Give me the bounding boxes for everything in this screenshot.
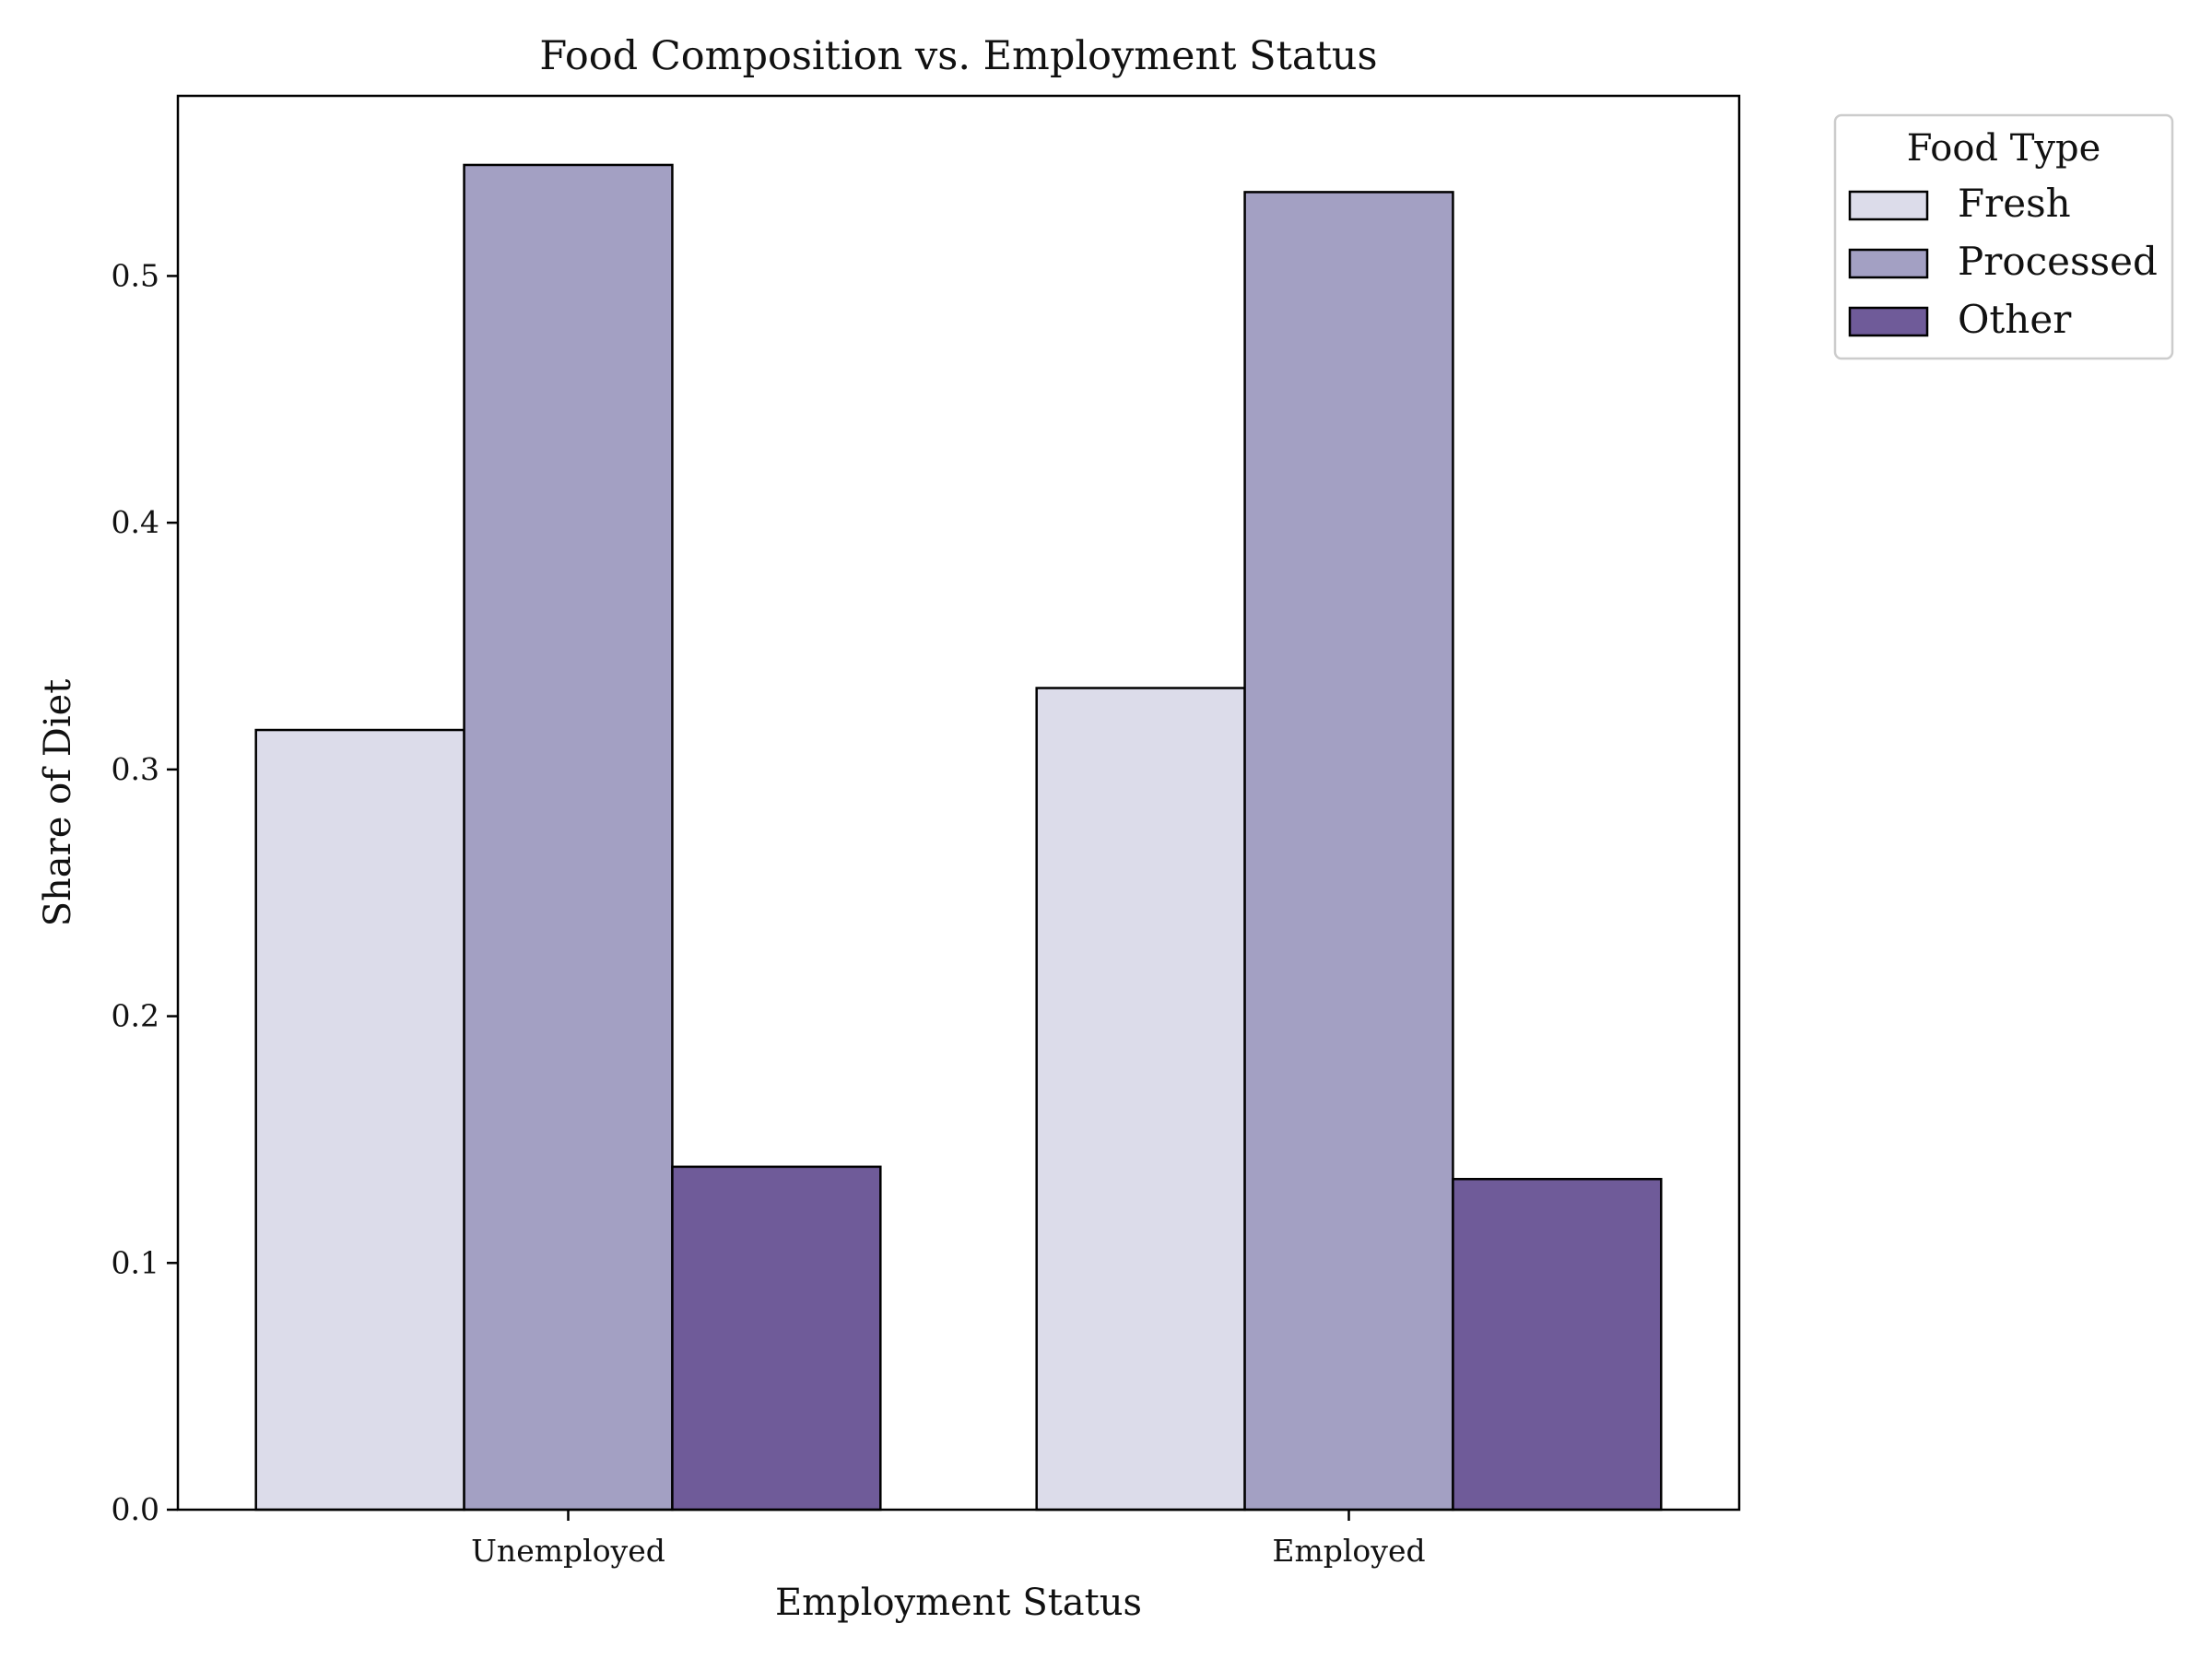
y-tick-label: 0.2	[112, 998, 159, 1034]
legend-label-fresh: Fresh	[1958, 181, 2071, 226]
y-tick-label: 0.4	[112, 504, 159, 540]
legend-label-processed: Processed	[1958, 239, 2158, 284]
y-tick-label: 0.5	[112, 257, 159, 293]
legend-frame	[1833, 113, 2174, 360]
x-tick-label-unemployed: Unemployed	[471, 1533, 665, 1569]
legend-swatch-other	[1848, 306, 1929, 337]
x-tick-label-employed: Employed	[1272, 1533, 1425, 1569]
y-tick-label: 0.3	[112, 751, 159, 787]
bar-processed-unemployed	[463, 163, 674, 1512]
legend-items: Fresh Processed Other	[1848, 181, 2158, 342]
y-tick-label: 0.1	[112, 1244, 159, 1280]
legend-label-other: Other	[1958, 297, 2072, 342]
y-tick-label: 0.0	[112, 1491, 159, 1527]
legend-title: Food Type	[1907, 127, 2101, 170]
y-axis-label: Share of Diet	[37, 679, 79, 927]
bar-other-unemployed	[671, 1165, 882, 1512]
bar-other-employed	[1452, 1178, 1663, 1512]
legend: Food Type Fresh Processed Other	[1833, 113, 2174, 360]
bar-fresh-employed	[1035, 687, 1246, 1512]
y-axis: 0.0 0.1 0.2 0.3 0.4 0.5	[112, 257, 178, 1527]
x-axis: Unemployed Employed	[471, 1510, 1426, 1569]
legend-swatch-fresh	[1848, 190, 1929, 221]
bar-processed-employed	[1243, 191, 1454, 1512]
legend-swatch-processed	[1848, 248, 1929, 279]
plot-area-frame	[176, 94, 1741, 1512]
chart-title: Food Composition vs. Employment Status	[539, 33, 1377, 79]
x-axis-label: Employment Status	[775, 1582, 1142, 1624]
bar-fresh-unemployed	[254, 728, 465, 1512]
bars-layer	[254, 163, 1663, 1512]
